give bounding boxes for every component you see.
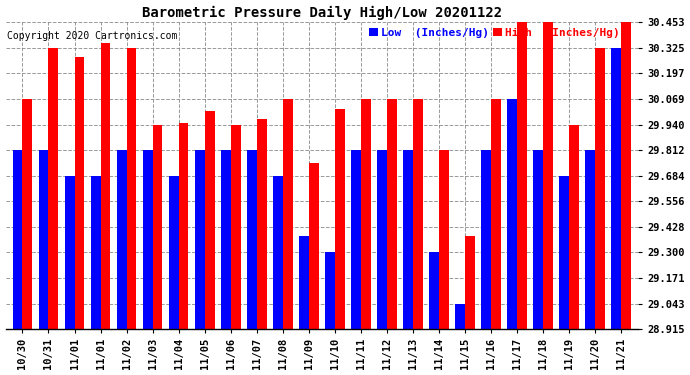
Bar	[465, 236, 475, 329]
Bar	[335, 109, 344, 329]
Bar	[429, 252, 439, 329]
Bar	[517, 22, 526, 329]
Bar	[361, 99, 371, 329]
Bar	[543, 22, 553, 329]
Bar	[23, 99, 32, 329]
Bar	[221, 150, 230, 329]
Legend: Low  (Inches/Hg), High  (Inches/Hg): Low (Inches/Hg), High (Inches/Hg)	[369, 28, 620, 38]
Bar	[12, 150, 23, 329]
Bar	[205, 111, 215, 329]
Bar	[39, 150, 48, 329]
Bar	[455, 304, 465, 329]
Bar	[439, 150, 449, 329]
Bar	[611, 48, 621, 329]
Bar	[325, 252, 335, 329]
Bar	[403, 150, 413, 329]
Bar	[230, 124, 241, 329]
Bar	[491, 99, 501, 329]
Bar	[48, 48, 59, 329]
Bar	[481, 150, 491, 329]
Title: Barometric Pressure Daily High/Low 20201122: Barometric Pressure Daily High/Low 20201…	[141, 6, 502, 20]
Bar	[257, 118, 266, 329]
Bar	[559, 176, 569, 329]
Bar	[351, 150, 361, 329]
Bar	[169, 176, 179, 329]
Bar	[152, 124, 162, 329]
Bar	[308, 162, 319, 329]
Bar	[101, 43, 110, 329]
Bar	[507, 99, 517, 329]
Text: Copyright 2020 Cartronics.com: Copyright 2020 Cartronics.com	[7, 32, 177, 42]
Bar	[533, 150, 543, 329]
Bar	[126, 48, 137, 329]
Bar	[117, 150, 126, 329]
Bar	[65, 176, 75, 329]
Bar	[595, 48, 605, 329]
Bar	[283, 99, 293, 329]
Bar	[90, 176, 101, 329]
Bar	[621, 22, 631, 329]
Bar	[179, 123, 188, 329]
Bar	[247, 150, 257, 329]
Bar	[273, 176, 283, 329]
Bar	[299, 236, 308, 329]
Bar	[143, 150, 152, 329]
Bar	[195, 150, 205, 329]
Bar	[585, 150, 595, 329]
Bar	[377, 150, 387, 329]
Bar	[387, 99, 397, 329]
Bar	[413, 99, 423, 329]
Bar	[569, 124, 579, 329]
Bar	[75, 57, 84, 329]
